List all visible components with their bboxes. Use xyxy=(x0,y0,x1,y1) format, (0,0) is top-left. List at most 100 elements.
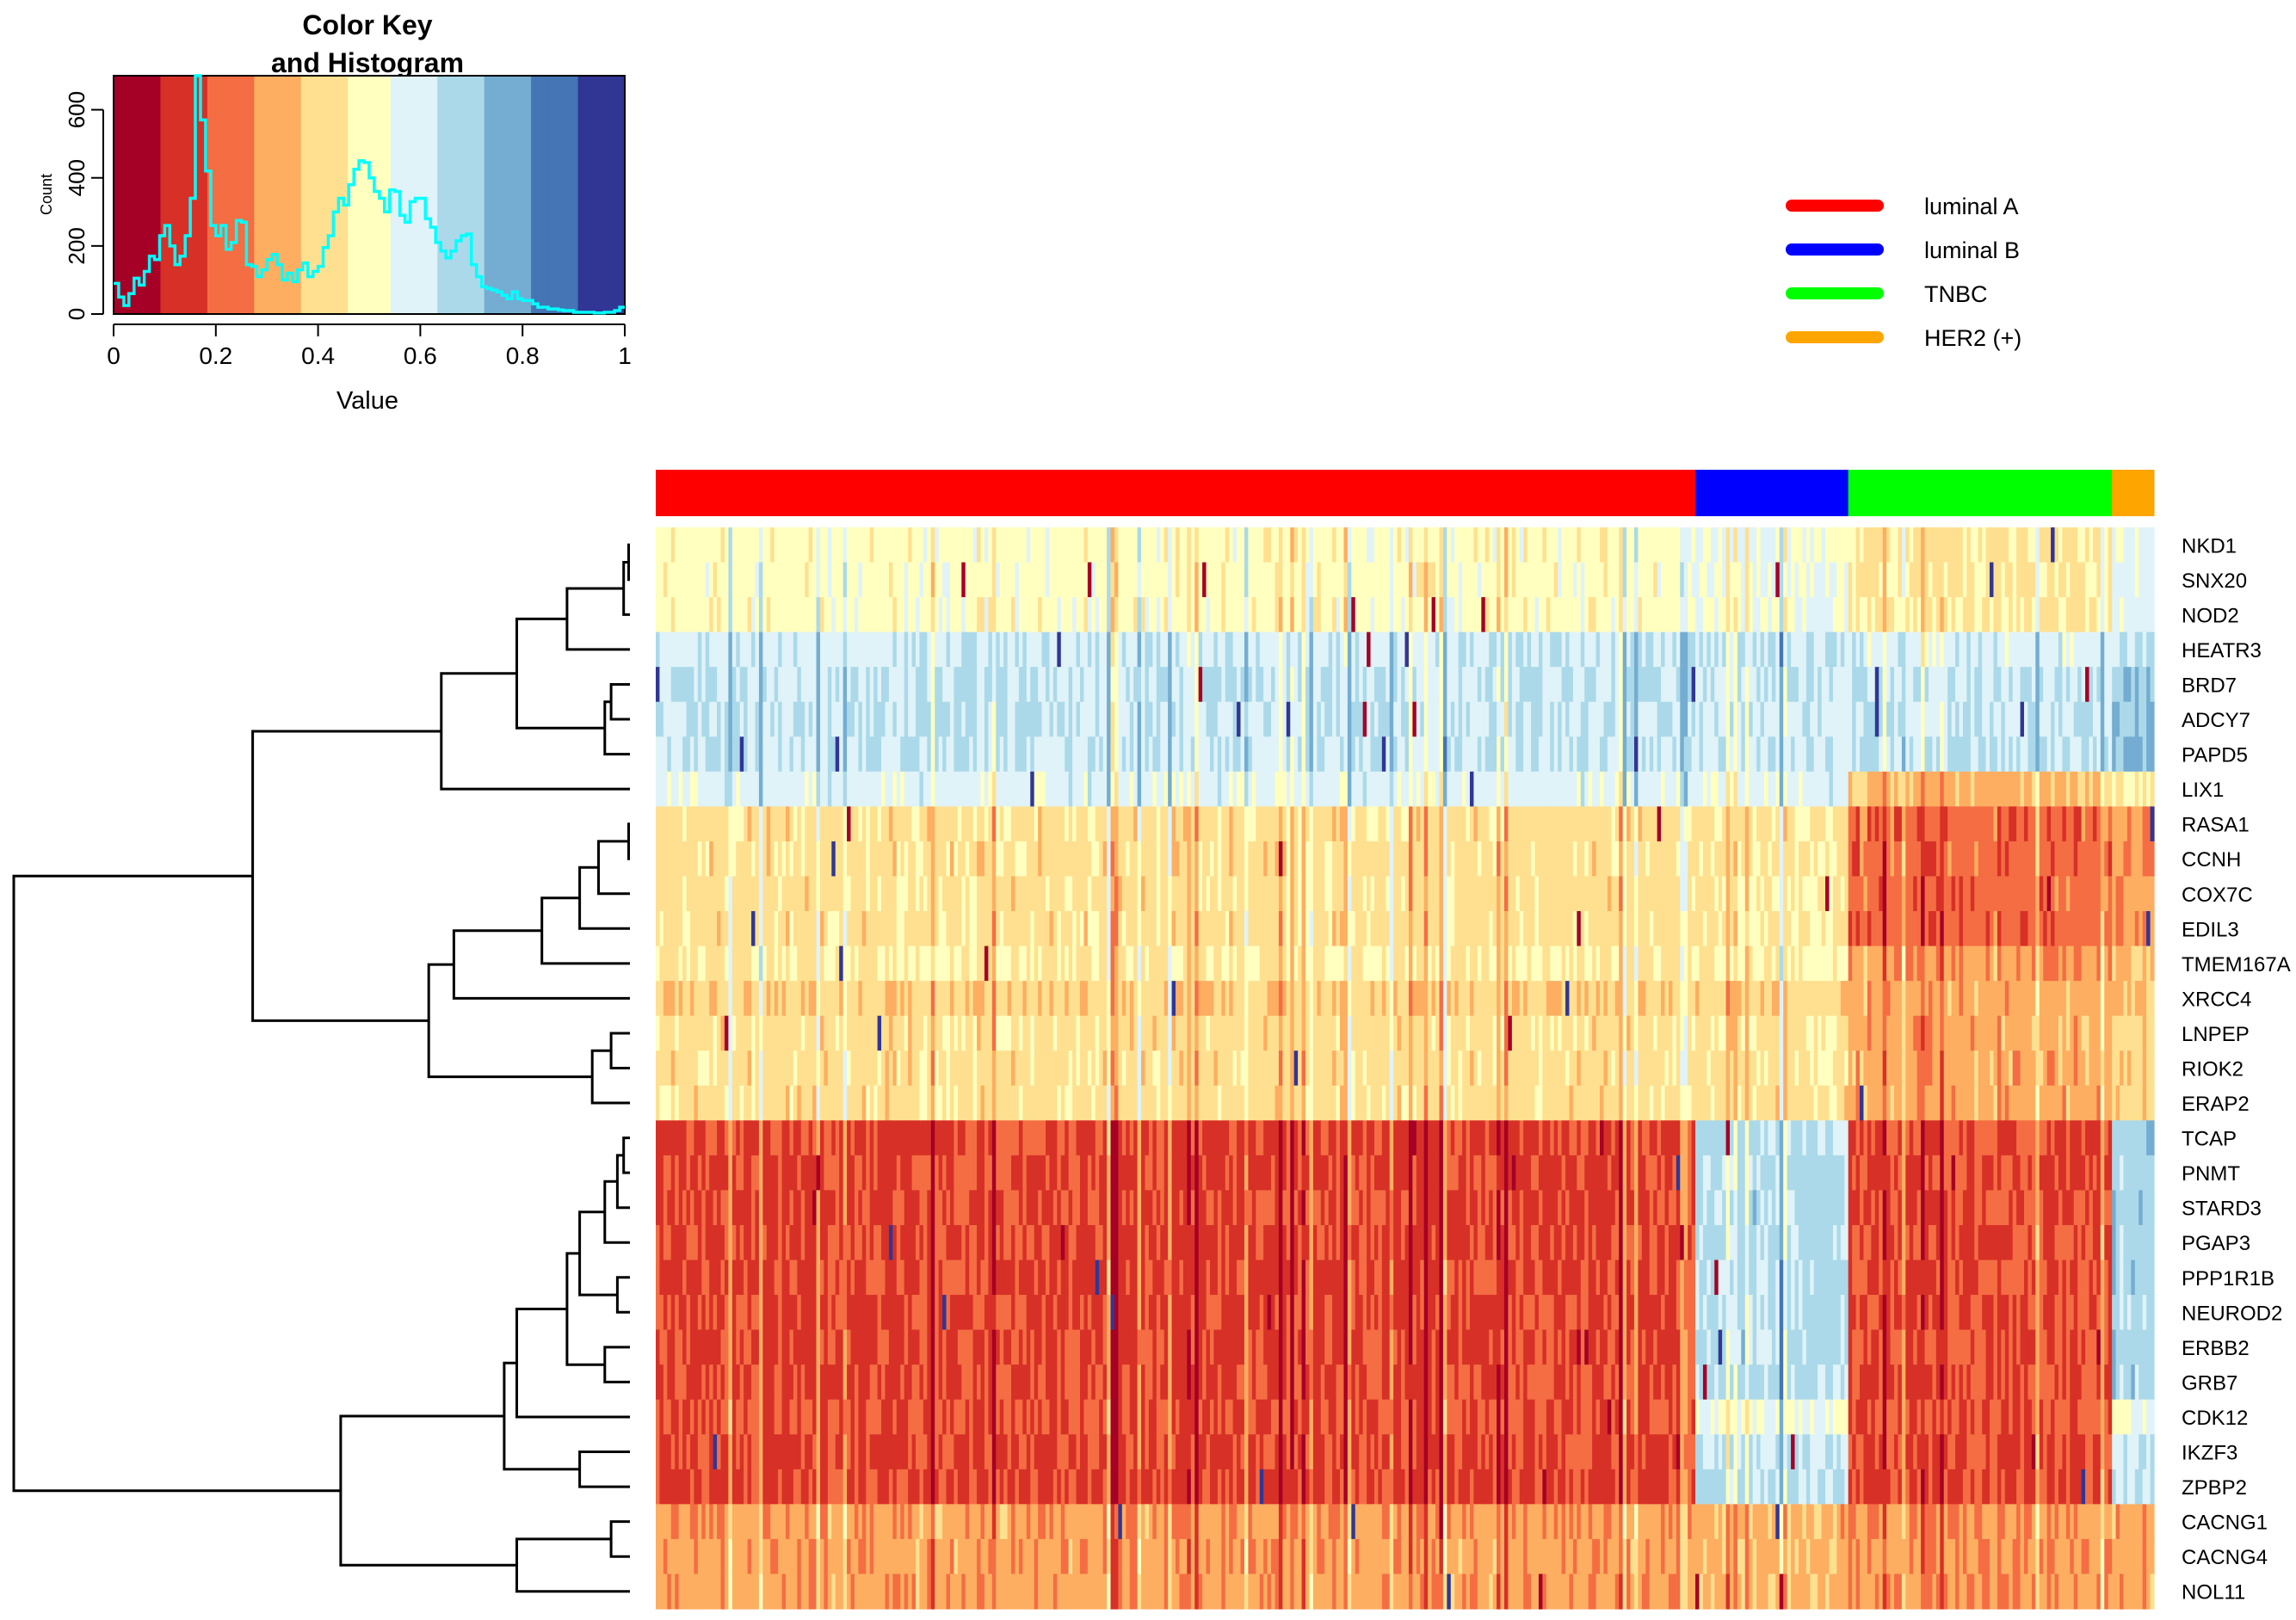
heatmap-cell xyxy=(720,667,725,703)
heatmap-cell xyxy=(1595,876,1601,912)
heatmap-cell xyxy=(999,876,1004,912)
heatmap-cell xyxy=(839,597,844,633)
heatmap-cell xyxy=(689,631,695,668)
heatmap-cell xyxy=(1038,841,1043,878)
heatmap-cell xyxy=(1282,771,1287,807)
heatmap-cell xyxy=(2001,806,2006,842)
heatmap-cell xyxy=(1848,597,1853,633)
heatmap-cell xyxy=(739,946,744,982)
heatmap-cell xyxy=(2001,631,2006,668)
heatmap-cell xyxy=(1913,562,1918,598)
heatmap-cell xyxy=(709,597,714,633)
heatmap-cell xyxy=(1607,911,1612,947)
heatmap-cell xyxy=(824,771,829,807)
heatmap-cell xyxy=(1901,527,1906,564)
gradient-step xyxy=(202,76,208,314)
heatmap-cell xyxy=(2070,911,2075,947)
heatmap-cell xyxy=(1771,597,1776,633)
heatmap-cell xyxy=(1657,597,1662,633)
heatmap-cell xyxy=(858,667,863,703)
heatmap-cell xyxy=(1232,841,1237,878)
heatmap-cell xyxy=(1664,806,1670,842)
gradient-step xyxy=(287,76,293,314)
heatmap-cell xyxy=(797,631,802,668)
heatmap-cell xyxy=(1481,911,1486,947)
gradient-step xyxy=(556,76,562,314)
heatmap-cell xyxy=(1982,736,1987,773)
heatmap-cell xyxy=(1871,597,1876,633)
heatmap-cell xyxy=(1107,597,1112,633)
heatmap-cell xyxy=(1466,736,1471,773)
heatmap-cell xyxy=(1538,631,1543,668)
heatmap-cell xyxy=(1966,806,1972,842)
heatmap-cell xyxy=(839,806,844,842)
heatmap-cell xyxy=(861,946,867,982)
gradient-step xyxy=(280,76,285,314)
heatmap-cell xyxy=(1947,841,1953,878)
heatmap-cell xyxy=(1373,771,1379,807)
heatmap-cell xyxy=(2035,667,2040,703)
heatmap-cell xyxy=(728,876,733,912)
heatmap-cell xyxy=(2039,597,2044,633)
heatmap-cell xyxy=(2085,771,2090,807)
heatmap-cell xyxy=(1286,736,1291,773)
heatmap-cell xyxy=(1386,631,1391,668)
heatmap-cell xyxy=(1435,527,1441,564)
heatmap-cell xyxy=(1373,527,1379,564)
heatmap-cell xyxy=(1489,771,1494,807)
heatmap-cell xyxy=(827,562,832,598)
heatmap-cell xyxy=(2073,527,2078,564)
heatmap-cell xyxy=(1163,911,1169,947)
heatmap-cell xyxy=(1867,701,1872,737)
heatmap-cell xyxy=(1484,701,1490,737)
heatmap-cell xyxy=(1744,876,1750,912)
heatmap-cell xyxy=(1798,771,1803,807)
heatmap-cell xyxy=(1641,911,1646,947)
heatmap-cell xyxy=(1317,527,1322,564)
heatmap-cell xyxy=(701,911,707,947)
heatmap-cell xyxy=(1832,736,1837,773)
heatmap-cell xyxy=(1511,736,1516,773)
heatmap-cell xyxy=(1240,911,1245,947)
heatmap-cell xyxy=(1129,771,1134,807)
heatmap-cell xyxy=(835,771,840,807)
heatmap-cell xyxy=(2054,771,2059,807)
heatmap-cell xyxy=(1783,876,1788,912)
heatmap-cell xyxy=(1121,771,1126,807)
heatmap-cell xyxy=(1015,736,1020,773)
heatmap-cell xyxy=(1060,701,1065,737)
heatmap-cell xyxy=(1978,771,1983,807)
heatmap-cell xyxy=(1343,562,1349,598)
heatmap-cell xyxy=(728,701,733,737)
heatmap-cell xyxy=(2004,527,2009,564)
heatmap-cell xyxy=(1978,806,1983,842)
heatmap-cell xyxy=(774,701,779,737)
heatmap-cell xyxy=(1592,736,1597,773)
heatmap-cell xyxy=(1909,911,1914,947)
heatmap-cell xyxy=(682,562,688,598)
heatmap-cell xyxy=(1267,527,1272,564)
heatmap-cell xyxy=(1087,841,1092,878)
heatmap-cell xyxy=(1779,736,1784,773)
heatmap-cell xyxy=(988,562,993,598)
heatmap-cell xyxy=(927,597,932,633)
heatmap-cell xyxy=(1542,562,1547,598)
heatmap-cell xyxy=(2051,667,2056,703)
heatmap-cell xyxy=(1718,701,1723,737)
heatmap-cell xyxy=(1416,876,1421,912)
heatmap-cell xyxy=(1462,911,1467,947)
heatmap-cell xyxy=(1046,667,1051,703)
heatmap-cell xyxy=(1099,631,1104,668)
heatmap-cell xyxy=(789,911,794,947)
heatmap-cell xyxy=(1802,597,1807,633)
heatmap-cell xyxy=(1328,806,1333,842)
heatmap-cell xyxy=(904,527,909,564)
heatmap-cell xyxy=(1301,806,1306,842)
heatmap-cell xyxy=(1320,876,1325,912)
heatmap-cell xyxy=(678,631,683,668)
heatmap-cell xyxy=(1519,771,1524,807)
heatmap-cell xyxy=(1442,771,1447,807)
heatmap-cell xyxy=(961,876,966,912)
heatmap-cell xyxy=(1428,911,1433,947)
heatmap-cell xyxy=(1928,771,1933,807)
